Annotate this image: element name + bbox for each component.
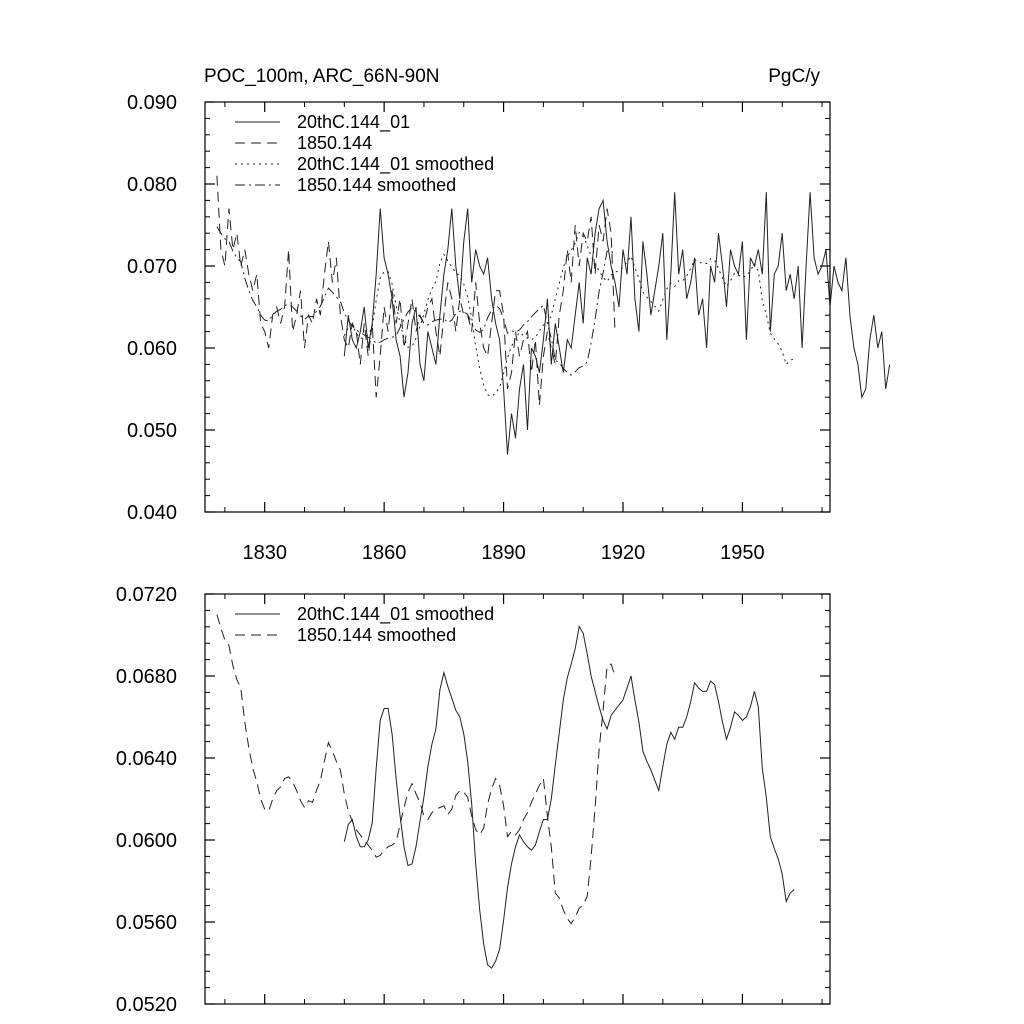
top-chart-units: PgC/y [768,66,820,87]
top-ytick-label: 0.050 [127,420,177,442]
top-ytick-label: 0.060 [127,338,177,360]
top-xtick-label: 1920 [601,542,646,564]
bottom-ytick-label: 0.0680 [116,666,177,688]
bottom-plot-frame [204,593,831,1005]
top-legend-label: 20thC.144_01 smoothed [297,154,494,175]
top-legend-label: 1850.144 [297,133,372,153]
bottom-axis-ticks: 0.0520 0.0560 0.0600 0.0640 0.0680 0.0720 [116,584,830,1016]
top-xtick-label: 1860 [362,542,407,564]
bottom-ytick-label: 0.0520 [116,994,177,1016]
bottom-panel: 0.0520 0.0560 0.0600 0.0640 0.0680 0.0720 20t… [116,584,831,1016]
top-ytick-label: 0.070 [127,256,177,278]
bottom-ytick-label: 0.0640 [116,748,177,770]
bottom-series-group [216,614,795,969]
top-xtick-label: 1950 [720,542,765,564]
top-series-20thc-144-01-smoothed [343,231,795,397]
top-axis-ticks: 0.040 0.050 0.060 0.070 0.080 0.090 1830 1860 18… [127,92,830,564]
top-ytick-label: 0.040 [127,502,177,524]
top-xtick-label: 1890 [481,542,526,564]
top-ytick-label: 0.080 [127,174,177,196]
top-legend-label: 1850.144 smoothed [297,175,456,195]
bottom-ytick-label: 0.0600 [116,830,177,852]
top-chart-title: POC_100m, ARC_66N-90N [204,66,440,87]
top-panel: POC_100m, ARC_66N-90N PgC/y 0.0400.0500.… [127,66,891,564]
top-series-1850-144-smoothed [216,226,616,376]
bottom-ytick-label: 0.0720 [116,584,177,606]
top-series-1850-144 [216,175,616,406]
top-xtick-label: 1830 [242,542,287,564]
bottom-series-20thc-144-01-smoothed [343,625,795,969]
bottom-legend-label: 1850.144 smoothed [297,625,456,645]
top-ytick-label: 0.090 [127,92,177,114]
bottom-legend-label: 20thC.144_01 smoothed [297,604,494,625]
top-series-group [216,175,891,455]
bottom-ytick-label: 0.0560 [116,912,177,934]
top-legend-label: 20thC.144_01 [297,112,410,133]
bottom-series-1850-144-smoothed [216,614,616,925]
top-series-20thc-144-01 [343,192,891,455]
